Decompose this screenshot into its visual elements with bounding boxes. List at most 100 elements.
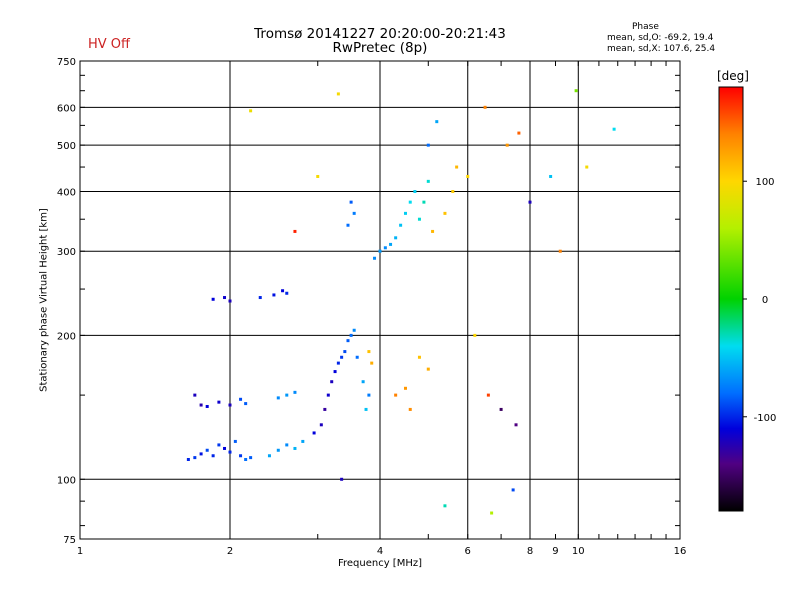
data-point — [319, 423, 323, 427]
data-point — [346, 339, 350, 343]
data-point — [394, 393, 398, 397]
data-point — [326, 393, 330, 397]
data-point — [244, 402, 248, 406]
data-point — [431, 229, 435, 233]
data-point — [443, 504, 447, 508]
data-point — [408, 407, 412, 411]
data-point — [403, 386, 407, 390]
data-point — [473, 333, 477, 337]
data-point — [403, 211, 407, 215]
phase-stats-x-mode: mean, sd,X: 107.6, 25.4 — [607, 44, 716, 54]
data-point — [422, 200, 426, 204]
data-point — [340, 477, 344, 481]
data-point — [223, 446, 227, 450]
data-point — [352, 328, 356, 332]
data-point — [499, 407, 503, 411]
data-point — [258, 296, 262, 300]
data-point — [413, 189, 417, 193]
data-point — [574, 89, 578, 93]
data-point — [417, 355, 421, 359]
data-point — [355, 355, 359, 359]
data-point — [435, 120, 439, 124]
data-point — [612, 127, 616, 131]
data-point — [558, 249, 562, 253]
y-tick-label: 75 — [63, 535, 76, 546]
data-point — [426, 367, 430, 371]
colorbar — [718, 86, 744, 512]
data-point — [276, 448, 280, 452]
data-point — [383, 246, 387, 250]
data-point — [455, 165, 459, 169]
data-point — [330, 380, 334, 384]
y-tick-label: 750 — [57, 57, 76, 68]
data-point — [285, 291, 289, 295]
y-tick-label: 600 — [57, 103, 76, 114]
x-tick-label: 10 — [572, 546, 585, 557]
data-point — [276, 396, 280, 400]
data-point — [528, 200, 532, 204]
data-point — [223, 296, 227, 300]
data-point — [323, 407, 327, 411]
x-tick-label: 16 — [674, 546, 687, 557]
data-point — [293, 390, 297, 394]
data-point — [316, 174, 320, 178]
hv-status: HV Off — [88, 37, 130, 52]
data-point — [285, 443, 289, 447]
data-point — [205, 404, 209, 408]
colorbar-tick-label: -100 — [754, 413, 777, 424]
data-point — [199, 403, 203, 407]
data-point — [239, 454, 243, 458]
data-point — [211, 454, 215, 458]
data-point — [361, 380, 365, 384]
data-point — [483, 105, 487, 109]
data-point — [228, 403, 232, 407]
phase-stats-o-mode: mean, sd,O: -69.2, 19.4 — [607, 33, 714, 43]
data-point — [389, 242, 393, 246]
data-point — [272, 293, 276, 297]
phase-stats-header: Phase — [632, 22, 659, 32]
data-point — [281, 289, 285, 293]
data-point — [211, 297, 215, 301]
data-point — [217, 443, 221, 447]
data-point — [244, 457, 248, 461]
colorbar-tick-label: 0 — [762, 295, 768, 306]
data-point — [228, 450, 232, 454]
x-tick-label: 6 — [465, 546, 471, 557]
data-point — [217, 400, 221, 404]
x-tick-label: 2 — [227, 546, 233, 557]
data-point — [193, 393, 197, 397]
data-point — [443, 211, 447, 215]
data-point — [312, 431, 316, 435]
colorbar-unit: [deg] — [717, 69, 749, 83]
data-point — [249, 109, 253, 113]
y-tick-label: 500 — [57, 141, 76, 152]
x-tick-label: 9 — [552, 546, 558, 557]
data-point — [336, 361, 340, 365]
data-point — [267, 454, 271, 458]
data-point — [340, 355, 344, 359]
data-point — [426, 179, 430, 183]
colorbar-tick-label: 100 — [755, 177, 774, 188]
data-point — [370, 361, 374, 365]
y-tick-label: 100 — [57, 475, 76, 486]
data-point — [233, 439, 237, 443]
y-tick-label: 200 — [57, 331, 76, 342]
data-point — [249, 456, 253, 460]
data-point — [239, 397, 243, 401]
data-point — [373, 256, 377, 260]
data-point — [585, 165, 589, 169]
data-point — [349, 333, 353, 337]
data-point — [186, 457, 190, 461]
data-point — [394, 236, 398, 240]
data-point — [364, 407, 368, 411]
data-point — [193, 456, 197, 460]
data-point — [505, 143, 509, 147]
data-point — [517, 131, 521, 135]
data-point — [511, 488, 515, 492]
data-point — [367, 393, 371, 397]
data-point — [293, 229, 297, 233]
data-point — [199, 452, 203, 456]
x-axis-label: Frequency [MHz] — [337, 558, 423, 569]
data-point — [408, 200, 412, 204]
